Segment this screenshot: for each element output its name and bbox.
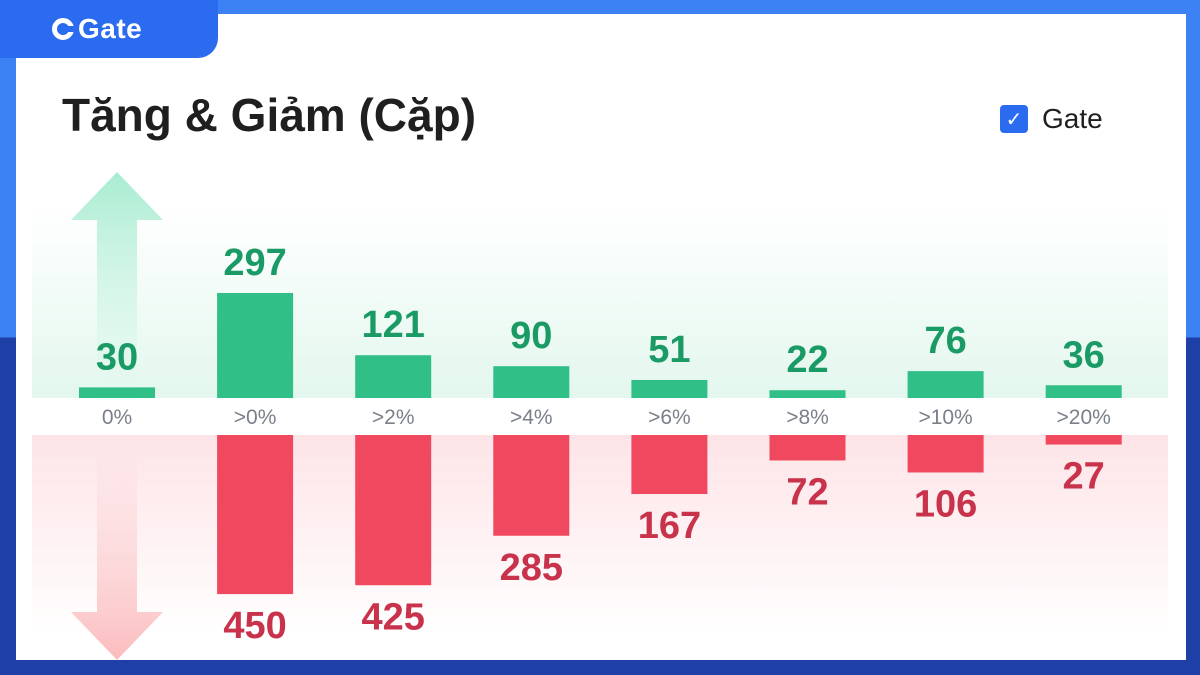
legend[interactable]: ✓ Gate bbox=[1000, 103, 1103, 135]
bar-down bbox=[355, 435, 432, 586]
bar-down bbox=[769, 435, 846, 461]
down-arrow-icon bbox=[71, 438, 163, 660]
bar-up bbox=[769, 390, 846, 398]
legend-label: Gate bbox=[1042, 103, 1103, 134]
bar-down bbox=[493, 435, 570, 536]
up-zone-background bbox=[32, 205, 1168, 398]
checkbox-checked-icon[interactable]: ✓ bbox=[1000, 105, 1028, 133]
up-arrow-icon bbox=[71, 172, 163, 400]
bar-up bbox=[631, 379, 708, 398]
data-label-down: 450 bbox=[223, 605, 286, 647]
tick-label: >10% bbox=[918, 406, 972, 429]
bar-up bbox=[217, 293, 294, 398]
data-label-up: 51 bbox=[648, 329, 690, 371]
tick-label: >8% bbox=[786, 406, 829, 429]
bar-up bbox=[79, 387, 155, 398]
data-label-down: 72 bbox=[786, 471, 828, 513]
data-label-up: 76 bbox=[924, 320, 966, 362]
data-label-up: 121 bbox=[361, 304, 424, 346]
brand-name: Gate bbox=[78, 13, 143, 44]
chart-title: Tăng & Giảm (Cặp) bbox=[62, 89, 477, 141]
gate-logo-icon bbox=[52, 18, 75, 40]
brand-logo: Gate bbox=[0, 0, 218, 58]
tick-label: >6% bbox=[648, 406, 691, 429]
data-label-up: 90 bbox=[510, 315, 552, 357]
bar-down bbox=[631, 435, 708, 495]
data-label-down: 27 bbox=[1063, 456, 1105, 498]
bar-up bbox=[493, 366, 570, 398]
data-label-up: 22 bbox=[786, 339, 828, 381]
down-zone-background bbox=[32, 435, 1168, 635]
tick-label: >4% bbox=[510, 406, 553, 429]
data-label-down: 106 bbox=[914, 483, 977, 525]
data-label-down: 285 bbox=[500, 547, 563, 589]
bar-down bbox=[1045, 435, 1122, 445]
data-label-down: 167 bbox=[638, 505, 701, 547]
tick-label: >20% bbox=[1057, 406, 1111, 429]
tick-label: >2% bbox=[372, 406, 415, 429]
tick-label: 0% bbox=[102, 406, 132, 429]
bar-up bbox=[907, 371, 984, 398]
data-label-up: 297 bbox=[223, 242, 286, 284]
bar-down bbox=[217, 435, 294, 595]
data-label-up: 36 bbox=[1063, 334, 1105, 376]
bar-up bbox=[1045, 385, 1122, 398]
data-label-down: 425 bbox=[361, 596, 424, 638]
tick-label: >0% bbox=[234, 406, 277, 429]
bar-down bbox=[907, 435, 984, 473]
data-label-up: 30 bbox=[96, 336, 138, 378]
bar-up bbox=[355, 355, 432, 398]
